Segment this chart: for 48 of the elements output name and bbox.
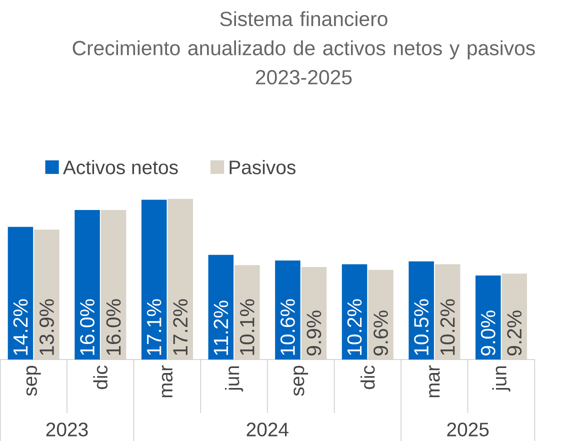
text: 2025 (447, 422, 489, 436)
data-label: 9.0% (480, 310, 496, 356)
bar (141, 200, 167, 360)
bar (408, 261, 434, 360)
data-label: 17.1% (146, 299, 162, 355)
text: 2023 (46, 422, 88, 436)
data-label: 16.0% (80, 299, 95, 355)
x-tick-label: dic (360, 365, 375, 389)
x-tick-label: sep (26, 366, 41, 396)
bar (34, 229, 60, 360)
bar (476, 275, 501, 360)
x-tick-label: mar (429, 365, 440, 398)
legend-label: Pasivos (230, 160, 296, 174)
data-label: 10.5% (414, 299, 429, 355)
data-label: 9.9% (306, 310, 322, 356)
bar (234, 264, 260, 360)
legend-label: Activos netos (62, 160, 178, 174)
bar (342, 264, 368, 360)
data-label: 10.6% (280, 299, 295, 355)
data-label: 10.1% (240, 299, 254, 355)
bar (275, 260, 300, 360)
data-label: 16.0% (106, 299, 121, 355)
data-label: 9.2% (507, 310, 522, 356)
bar (8, 226, 34, 360)
text: 2023-2025 (256, 70, 352, 84)
data-label: 14.2% (13, 299, 28, 355)
bar (208, 254, 234, 360)
data-label: 9.6% (374, 310, 388, 356)
bar (168, 198, 193, 360)
data-label: 10.2% (440, 299, 455, 355)
x-tick-label: jun (492, 366, 510, 392)
data-label: 17.2% (173, 299, 188, 355)
bar (502, 273, 528, 360)
x-tick-label: dic (93, 365, 108, 389)
bar (368, 270, 394, 360)
bar (301, 266, 327, 360)
x-tick-label: mar (162, 365, 173, 398)
bar (74, 210, 100, 360)
chart-title: Sistema financiero (220, 11, 388, 26)
chart-subtitle: Crecimiento anualizado de activos netos y pasivos (72, 40, 535, 60)
data-label: 11.2% (214, 300, 228, 355)
data-label: 10.2% (347, 299, 362, 355)
data-label: 13.9% (39, 299, 54, 355)
bar (434, 264, 460, 360)
x-tick-label: jun (224, 366, 244, 392)
x-tick-label: sep (294, 366, 308, 396)
bar (100, 210, 126, 360)
text: 2024 (246, 422, 288, 436)
